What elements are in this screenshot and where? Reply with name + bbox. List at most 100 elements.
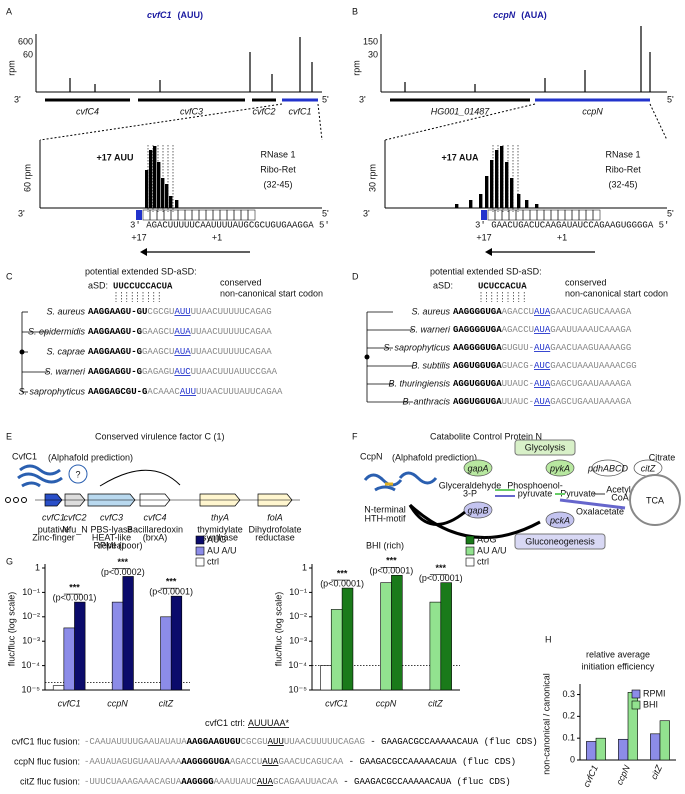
strand-end: 3' — [18, 208, 25, 218]
chart-title: BHI (rich) — [366, 540, 404, 550]
sequence-segment: UUAACUUUAUUCCGAA — [191, 367, 278, 377]
sequence-segment: AUA — [174, 347, 191, 357]
fusion-sequence: -UUUCUAAAGAAACAGUAAAGGGGAAAUUAUCAUAGCAGA… — [84, 777, 511, 787]
panel-label: D — [352, 271, 359, 281]
species: B. anthracis — [402, 396, 450, 406]
zoom-y-label: 60 rpm — [22, 164, 32, 192]
sequence-segment: AAGGGGUGA — [453, 343, 502, 353]
species: S. saprophyticus — [18, 386, 85, 396]
sequence-segment: AUA — [534, 379, 551, 389]
spacer — [21, 497, 27, 503]
sequence-segment: -UUUCUAAAGAAACAGUA — [84, 777, 182, 787]
sequence-segment: GAACUCAGUCAA — [278, 757, 343, 767]
gene-annotation: Bacillaredoxin — [127, 524, 183, 534]
enzyme — [591, 459, 625, 477]
species: S. epidermidis — [28, 326, 86, 336]
aligned-sequence: AGGUGGUGAGUACG-AUCGAACUAAAUAAAACGG — [453, 361, 637, 371]
significance: *** — [69, 582, 80, 592]
enzyme — [545, 459, 575, 477]
gene-annotation: Dihydrofolate — [248, 524, 301, 534]
regulation-arc — [99, 469, 181, 487]
significance: *** — [118, 557, 129, 567]
method-label: (32-45) — [263, 179, 292, 189]
sequence-segment: AUC — [534, 361, 551, 371]
tree-node — [19, 349, 25, 355]
method-label: Ribo-Ret — [260, 164, 296, 174]
gene-annotation: PBS-lyase — [90, 524, 132, 534]
y-tick-label: 600 — [18, 36, 33, 46]
gene-label: cvfC4 — [143, 512, 166, 522]
sequence-segment: UUAACUUUUUCAGAG — [191, 307, 272, 317]
gene-annotation: repeat — [99, 540, 125, 550]
sequence-segment: AUA — [534, 325, 551, 335]
y-tick-label: 10⁻³ — [289, 636, 307, 646]
enzyme — [463, 501, 493, 519]
sequence-segment: GCAGAAUUACAA — [273, 777, 338, 787]
sequence-segment: UUAUC- — [502, 397, 534, 407]
aligned-sequence: AAGGAGCGU-GACAAACAUUUUAACUUUAUUCAGAA — [88, 387, 283, 397]
protein-structure — [363, 471, 438, 492]
y-tick-label: 0.3 — [562, 689, 575, 699]
y-tick-label: 1 — [302, 562, 307, 572]
legend-swatch — [465, 546, 475, 556]
legend-label: RPMI — [643, 688, 666, 698]
start-codon: (AUA) — [521, 10, 547, 20]
gene-label: cvfC2 — [252, 106, 275, 116]
read-bar — [157, 162, 161, 208]
read-bar — [535, 204, 539, 208]
zoom-guide — [39, 103, 283, 141]
y-tick-label: 10⁻² — [22, 611, 40, 621]
zoom-y-label: 30 rpm — [367, 164, 377, 192]
bar — [63, 627, 75, 691]
codon-box — [233, 209, 242, 221]
species: S. aureus — [411, 306, 450, 316]
asd-label: aSD: — [88, 280, 108, 290]
bar — [74, 601, 86, 691]
asd: UCUCCACUA — [478, 281, 527, 291]
codon-box — [487, 209, 496, 221]
bar — [595, 737, 606, 761]
strand-end: 3' — [359, 94, 366, 104]
strand-end: 3' — [14, 94, 21, 104]
gene-annotation: (brxA) — [143, 532, 168, 542]
p-value: (p<0.0001) — [419, 573, 463, 583]
sequence-segment: GAACUAAAUAAAACGG — [550, 361, 636, 371]
aligned-sequence: AGGUGGUGAUUAUC-AUAGAGCUGAAUAAAAGA — [453, 397, 632, 407]
p-value: (p<0.0002) — [101, 567, 145, 577]
x-tick-label: cvfC1 — [325, 698, 348, 708]
panel-title: cvfC1 (AUU) — [147, 10, 203, 20]
gene-label: thyA — [211, 512, 229, 522]
start-codon: (AUU) — [178, 10, 204, 20]
enzyme-label: gapA — [467, 463, 488, 473]
bar — [160, 616, 172, 691]
codon-box — [142, 209, 151, 221]
x-tick-label: citZ — [428, 698, 443, 708]
sequence-segment: AUA — [262, 757, 279, 767]
read-bar — [175, 200, 179, 208]
sequence-segment: GAAGCU — [142, 347, 174, 357]
sequence-segment: AAGGAAGU-G — [88, 347, 142, 357]
pathway: Gluconeogenesis — [525, 536, 595, 546]
sequence: 3' GAACUGACUCAAGAUAUCCAGAAGUGGGGA 5' — [475, 220, 669, 230]
panel-label: A — [6, 6, 12, 16]
codon-box — [522, 209, 531, 221]
p-value: (p<0.0001) — [149, 587, 193, 597]
codon-box — [170, 209, 179, 221]
asd-label: aSD: — [433, 280, 453, 290]
y-tick-label: 0 — [570, 754, 575, 764]
sequence-segment: AGACCU — [502, 307, 534, 317]
codon-box — [226, 209, 235, 221]
codon-box — [536, 209, 545, 221]
strand-end: 5' — [322, 208, 329, 218]
enzyme-label: gapB — [467, 505, 488, 515]
sequence-segment: AGACCU — [230, 757, 262, 767]
legend-swatch — [631, 689, 641, 699]
method-label: Ribo-Ret — [605, 164, 641, 174]
sequence-segment: AGGUGGUGA — [453, 379, 502, 389]
conserved-label: non-canonical start codon — [220, 288, 323, 298]
significance: *** — [166, 577, 177, 587]
chart-title: RPMI (poor) — [93, 540, 142, 550]
legend-swatch — [631, 700, 641, 710]
note: (Alphafold prediction) — [392, 452, 477, 462]
sequence-segment: - GAAGACGCCAAAAACAUA (fluc CDS) — [343, 757, 516, 767]
